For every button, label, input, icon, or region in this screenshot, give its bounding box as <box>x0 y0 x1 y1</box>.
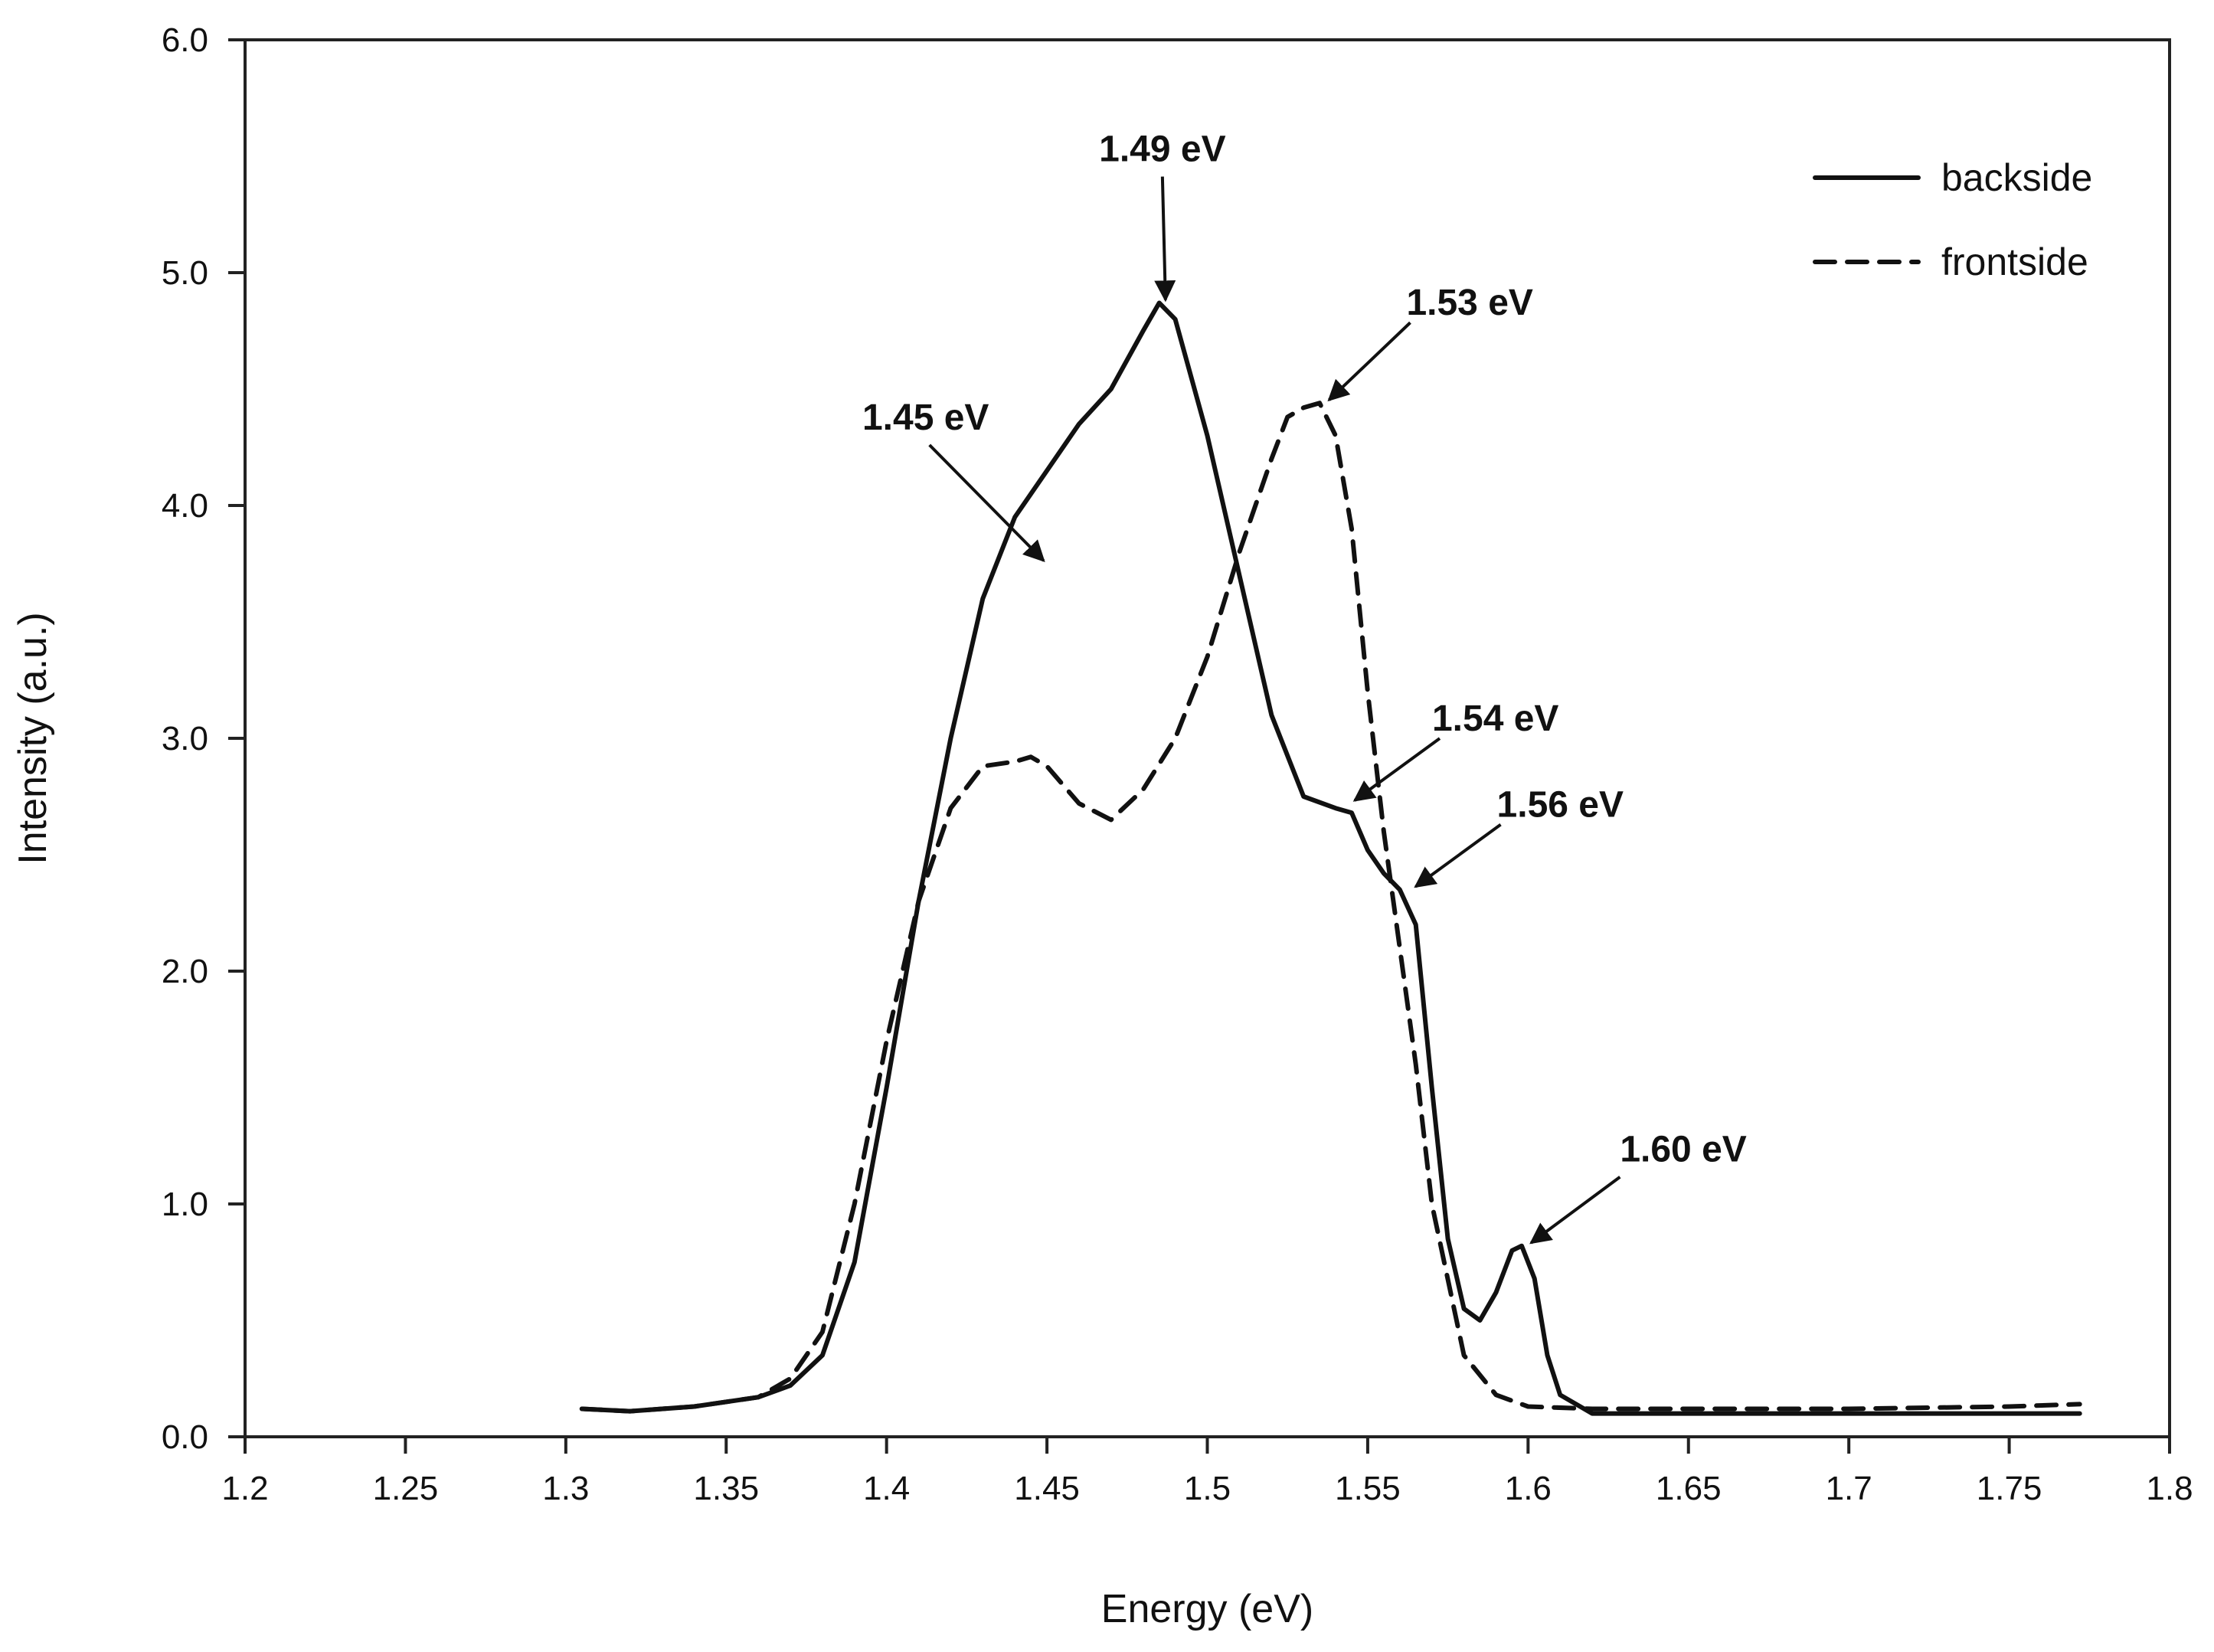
annotation-arrow <box>1327 321 1411 402</box>
annotation-arrow <box>1529 1176 1621 1245</box>
y-tick-label: 6.0 <box>162 21 208 59</box>
y-tick-label: 2.0 <box>162 953 208 990</box>
plot-frame <box>244 38 2171 1438</box>
x-tick-label: 1.8 <box>2146 1470 2193 1507</box>
annotation-label: 1.54 eV <box>1432 698 1558 739</box>
y-tick-label: 4.0 <box>162 487 208 525</box>
y-tick-label: 0.0 <box>162 1418 208 1456</box>
axes: 1.2 1.25 1.3 1.35 1.4 1.45 1.5 1.55 1.6 1.65 1.7 1.… <box>11 21 2193 1631</box>
x-tick-label: 1.6 <box>1505 1470 1552 1507</box>
y-axis-title: Intensity (a.u.) <box>11 612 55 864</box>
x-tick-label: 1.55 <box>1335 1470 1401 1507</box>
x-tick-label: 1.75 <box>1977 1470 2042 1507</box>
legend-label-backside: backside <box>1941 156 2092 199</box>
annotations: 1.49 eV 1.53 eV 1.45 eV 1.54 eV 1.56 eV 1.60 … <box>862 129 1747 1245</box>
x-tick-label: 1.4 <box>863 1470 910 1507</box>
x-tick-label: 1.7 <box>1826 1470 1872 1507</box>
y-tick-label: 1.0 <box>162 1186 208 1223</box>
annotation-arrow <box>928 443 1045 562</box>
annotation-label: 1.49 eV <box>1099 129 1225 170</box>
annotation-label: 1.45 eV <box>862 397 989 438</box>
annotation-arrow <box>1154 176 1176 303</box>
x-tick-label: 1.65 <box>1656 1470 1722 1507</box>
legend-label-frontside: frontside <box>1941 240 2088 283</box>
annotation-arrow <box>1352 737 1441 802</box>
legend: backside frontside <box>1813 156 2092 283</box>
x-tick-label: 1.2 <box>221 1470 268 1507</box>
y-tick-label: 5.0 <box>162 254 208 292</box>
annotation-label: 1.56 eV <box>1497 785 1624 826</box>
x-tick-label: 1.45 <box>1014 1470 1080 1507</box>
series-layer <box>579 300 2082 1416</box>
series-line-frontside <box>579 401 2082 1414</box>
x-tick-label: 1.5 <box>1184 1470 1231 1507</box>
x-tick-label: 1.25 <box>373 1470 439 1507</box>
series-line-backside <box>579 300 2082 1416</box>
annotation-arrow <box>1414 823 1502 888</box>
x-axis-title: Energy (eV) <box>1101 1587 1313 1631</box>
x-tick-label: 1.3 <box>542 1470 589 1507</box>
y-tick-label: 3.0 <box>162 720 208 757</box>
x-tick-label: 1.35 <box>693 1470 759 1507</box>
annotation-label: 1.53 eV <box>1406 283 1532 323</box>
annotation-label: 1.60 eV <box>1620 1130 1746 1170</box>
